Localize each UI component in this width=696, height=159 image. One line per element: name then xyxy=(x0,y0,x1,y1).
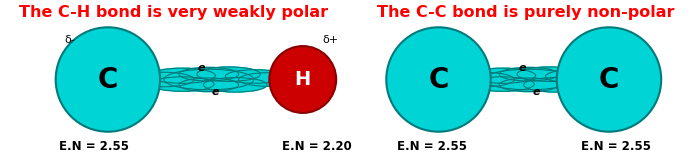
Text: δ+: δ+ xyxy=(322,35,339,45)
Text: e: e xyxy=(198,63,205,73)
Text: e: e xyxy=(519,63,525,73)
Circle shape xyxy=(484,69,574,90)
Text: e: e xyxy=(532,87,539,97)
Text: e: e xyxy=(212,87,219,97)
Circle shape xyxy=(499,67,559,81)
Ellipse shape xyxy=(56,27,160,132)
Circle shape xyxy=(451,72,514,87)
Ellipse shape xyxy=(557,27,661,132)
Text: E.N = 2.20: E.N = 2.20 xyxy=(282,140,351,153)
Circle shape xyxy=(131,72,194,87)
Circle shape xyxy=(164,69,254,90)
Circle shape xyxy=(559,73,618,86)
Text: E.N = 2.55: E.N = 2.55 xyxy=(397,140,466,153)
Text: The C-C bond is purely non-polar: The C-C bond is purely non-polar xyxy=(377,5,674,20)
Circle shape xyxy=(546,70,605,83)
Text: E.N = 2.55: E.N = 2.55 xyxy=(59,140,129,153)
Circle shape xyxy=(179,67,239,81)
Circle shape xyxy=(197,67,260,81)
Circle shape xyxy=(226,70,285,83)
Circle shape xyxy=(150,77,214,91)
Circle shape xyxy=(149,68,216,83)
Circle shape xyxy=(470,77,535,91)
Circle shape xyxy=(499,78,559,92)
Circle shape xyxy=(179,78,239,92)
Circle shape xyxy=(469,68,536,83)
Ellipse shape xyxy=(386,27,491,132)
Text: E.N = 2.55: E.N = 2.55 xyxy=(581,140,651,153)
Circle shape xyxy=(203,78,267,92)
Text: The C-H bond is very weakly polar: The C-H bond is very weakly polar xyxy=(19,5,329,20)
Circle shape xyxy=(523,78,587,92)
Text: δ-: δ- xyxy=(64,35,75,45)
Text: H: H xyxy=(294,70,311,89)
Circle shape xyxy=(239,73,298,86)
Text: C: C xyxy=(428,66,449,93)
Ellipse shape xyxy=(269,46,336,113)
Text: C: C xyxy=(97,66,118,93)
Text: C: C xyxy=(599,66,619,93)
Circle shape xyxy=(517,67,580,81)
